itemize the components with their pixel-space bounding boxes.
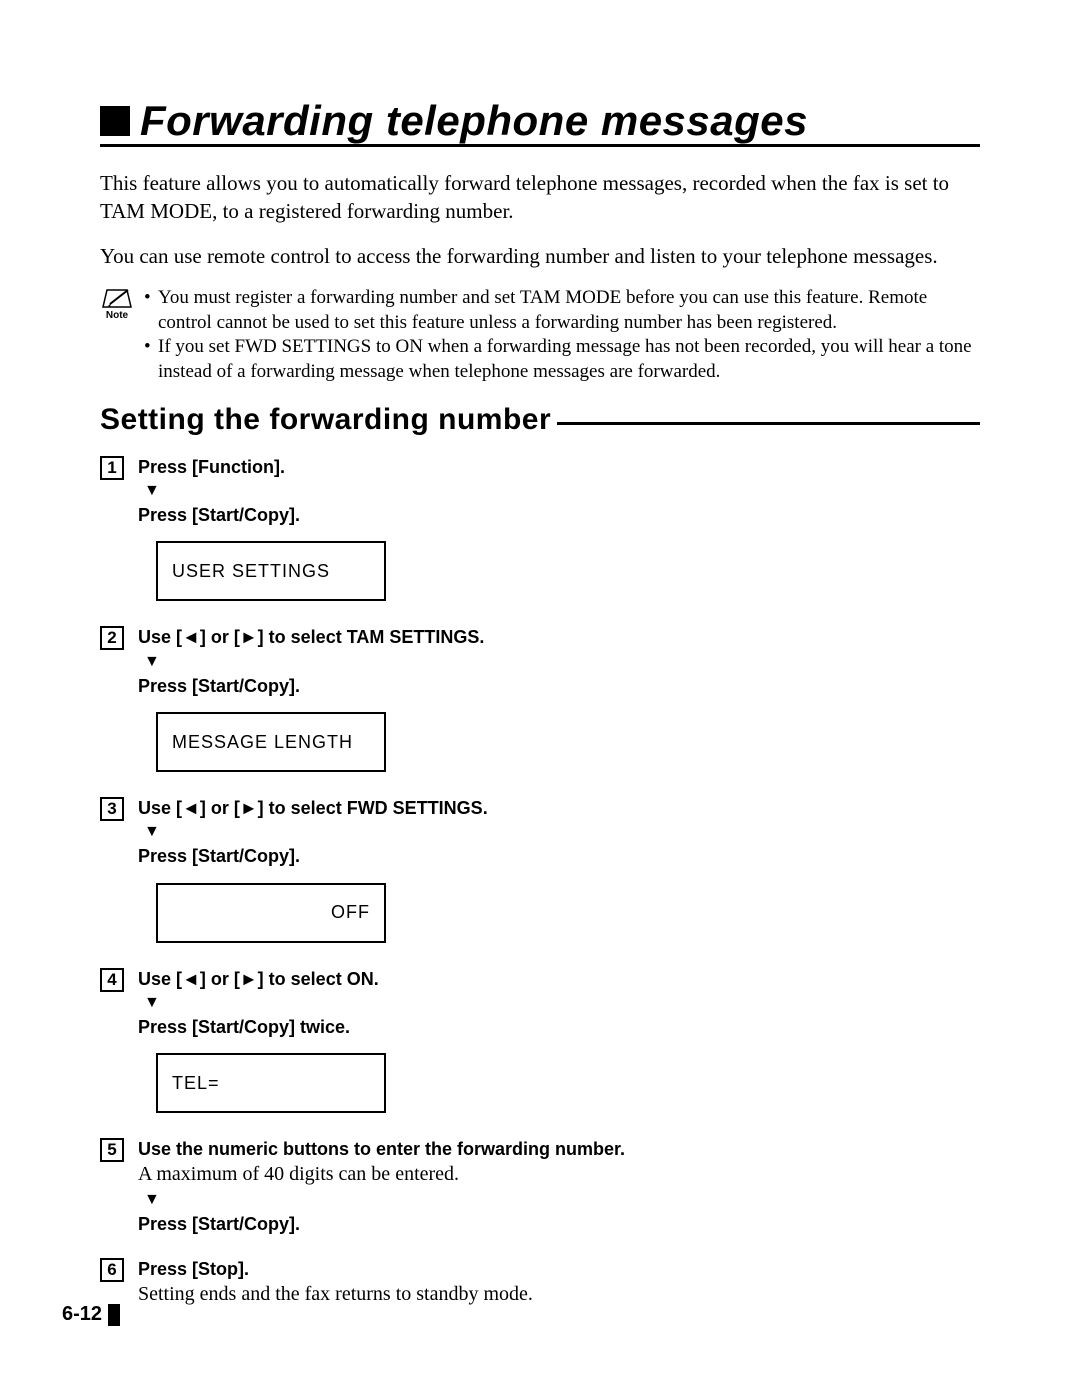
left-arrow-icon: ◄ <box>182 627 200 647</box>
down-arrow-icon: ▼ <box>144 824 980 840</box>
step-body: Use [◄] or [►] to select FWD SETTINGS. ▼… <box>138 796 980 961</box>
right-arrow-icon: ► <box>240 969 258 989</box>
display-text: MESSAGE LENGTH <box>172 730 353 754</box>
text-fragment: Use [ <box>138 969 182 989</box>
step-instruction: Press [Start/Copy] twice. <box>138 1015 980 1039</box>
step-number-box: 1 <box>100 456 124 480</box>
note-label: Note <box>106 310 128 321</box>
step-number-box: 5 <box>100 1138 124 1162</box>
pencil-note-icon <box>102 286 132 308</box>
page-number-marker <box>108 1304 120 1326</box>
step-instruction: Use the numeric buttons to enter the for… <box>138 1137 980 1161</box>
lcd-display: MESSAGE LENGTH <box>156 712 386 772</box>
step-number-box: 3 <box>100 797 124 821</box>
right-arrow-icon: ► <box>240 798 258 818</box>
lcd-display: USER SETTINGS <box>156 541 386 601</box>
display-text: TEL= <box>172 1071 220 1095</box>
step-subtext: Setting ends and the fax returns to stan… <box>138 1281 980 1308</box>
step-body: Press [Stop]. Setting ends and the fax r… <box>138 1257 980 1308</box>
left-arrow-icon: ◄ <box>182 969 200 989</box>
lcd-display: OFF <box>156 883 386 943</box>
step-subtext: A maximum of 40 digits can be entered. <box>138 1161 980 1188</box>
step-instruction: Press [Start/Copy]. <box>138 503 980 527</box>
step-body: Use the numeric buttons to enter the for… <box>138 1137 980 1251</box>
step-body: Use [◄] or [►] to select TAM SETTINGS. ▼… <box>138 625 980 790</box>
display-text: OFF <box>331 900 370 924</box>
note-item: • You must register a forwarding number … <box>144 286 980 335</box>
note-icon-wrap: Note <box>100 286 134 321</box>
step-number-box: 6 <box>100 1258 124 1282</box>
heading-rule <box>557 422 980 425</box>
text-fragment: ] or [ <box>200 969 240 989</box>
page-number: 6-12 <box>62 1303 120 1326</box>
left-arrow-icon: ◄ <box>182 798 200 818</box>
step-instruction: Press [Start/Copy]. <box>138 674 980 698</box>
step-instruction: Press [Start/Copy]. <box>138 1212 980 1236</box>
steps-list: 1 Press [Function]. ▼ Press [Start/Copy]… <box>100 455 980 1308</box>
text-fragment: Use [ <box>138 627 182 647</box>
note-text: If you set FWD SETTINGS to ON when a for… <box>158 335 980 384</box>
down-arrow-icon: ▼ <box>144 483 980 499</box>
page-title-wrap: Forwarding telephone messages <box>100 100 980 147</box>
step-row: 6 Press [Stop]. Setting ends and the fax… <box>100 1257 980 1308</box>
note-text: You must register a forwarding number an… <box>158 286 980 335</box>
down-arrow-icon: ▼ <box>144 654 980 670</box>
step-row: 4 Use [◄] or [►] to select ON. ▼ Press [… <box>100 967 980 1132</box>
step-number-box: 2 <box>100 626 124 650</box>
intro-para-2: You can use remote control to access the… <box>100 242 980 270</box>
text-fragment: ] to select TAM SETTINGS. <box>258 627 485 647</box>
step-instruction: Press [Function]. <box>138 455 980 479</box>
lcd-display: TEL= <box>156 1053 386 1113</box>
bullet-icon: • <box>144 335 158 384</box>
step-row: 2 Use [◄] or [►] to select TAM SETTINGS.… <box>100 625 980 790</box>
step-number-box: 4 <box>100 968 124 992</box>
step-instruction: Press [Start/Copy]. <box>138 844 980 868</box>
note-block: Note • You must register a forwarding nu… <box>100 286 980 385</box>
step-instruction: Use [◄] or [►] to select ON. <box>138 967 980 991</box>
section-heading: Setting the forwarding number <box>100 403 551 437</box>
text-fragment: ] to select FWD SETTINGS. <box>258 798 488 818</box>
bullet-icon: • <box>144 286 158 335</box>
manual-page: Forwarding telephone messages This featu… <box>0 0 1080 1354</box>
note-list: • You must register a forwarding number … <box>144 286 980 385</box>
page-title: Forwarding telephone messages <box>140 100 808 142</box>
step-row: 5 Use the numeric buttons to enter the f… <box>100 1137 980 1251</box>
down-arrow-icon: ▼ <box>144 1192 980 1208</box>
title-bullet-box <box>100 106 130 136</box>
text-fragment: ] to select ON. <box>258 969 379 989</box>
step-instruction: Press [Stop]. <box>138 1257 980 1281</box>
section-heading-wrap: Setting the forwarding number <box>100 403 980 437</box>
page-number-text: 6-12 <box>62 1303 102 1326</box>
down-arrow-icon: ▼ <box>144 995 980 1011</box>
step-row: 1 Press [Function]. ▼ Press [Start/Copy]… <box>100 455 980 620</box>
text-fragment: ] or [ <box>200 627 240 647</box>
step-instruction: Use [◄] or [►] to select FWD SETTINGS. <box>138 796 980 820</box>
text-fragment: ] or [ <box>200 798 240 818</box>
step-instruction: Use [◄] or [►] to select TAM SETTINGS. <box>138 625 980 649</box>
step-body: Use [◄] or [►] to select ON. ▼ Press [St… <box>138 967 980 1132</box>
display-text: USER SETTINGS <box>172 559 330 583</box>
intro-para-1: This feature allows you to automatically… <box>100 169 980 226</box>
step-row: 3 Use [◄] or [►] to select FWD SETTINGS.… <box>100 796 980 961</box>
right-arrow-icon: ► <box>240 627 258 647</box>
note-item: • If you set FWD SETTINGS to ON when a f… <box>144 335 980 384</box>
step-body: Press [Function]. ▼ Press [Start/Copy]. … <box>138 455 980 620</box>
text-fragment: Use [ <box>138 798 182 818</box>
